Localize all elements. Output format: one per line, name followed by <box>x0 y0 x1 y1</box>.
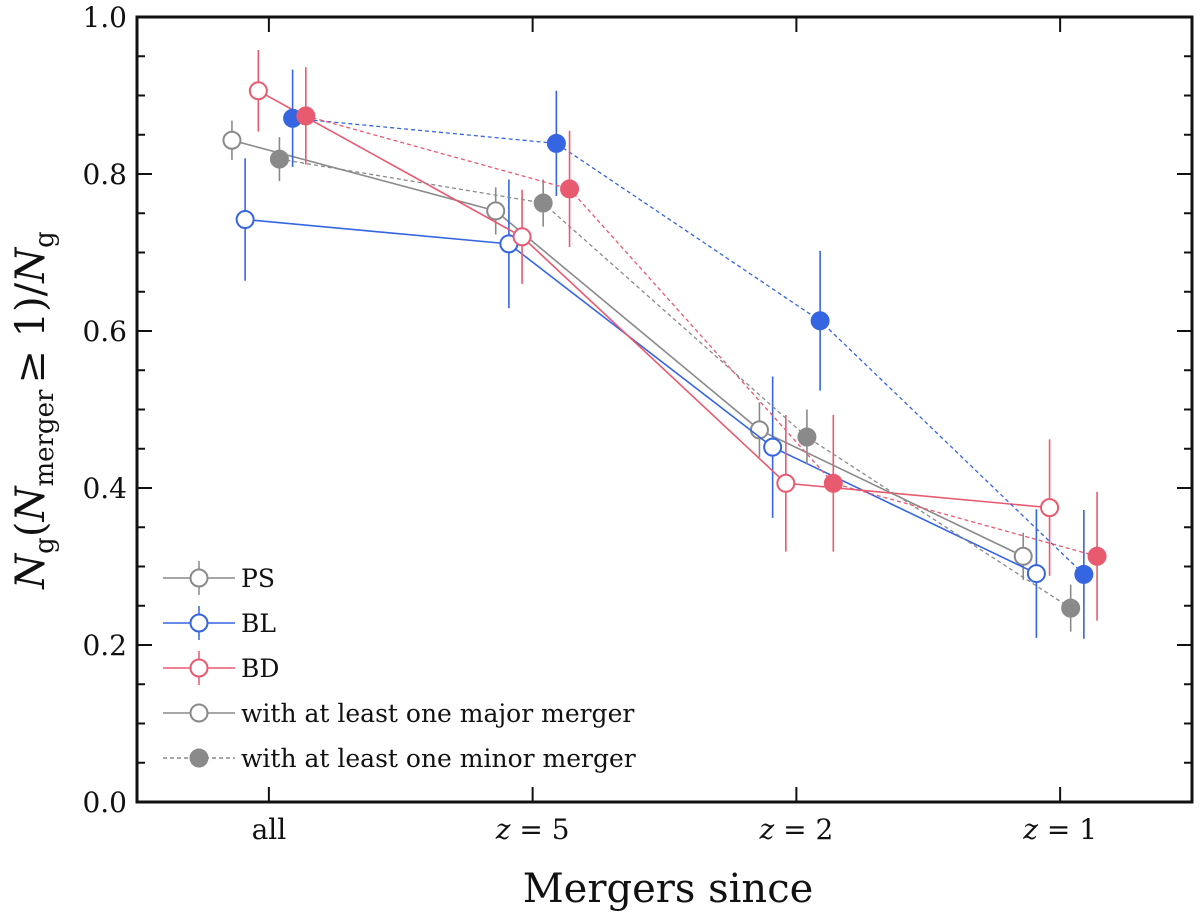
legend-label: BD <box>241 654 279 683</box>
x-tick-label: z = 2 <box>758 813 833 846</box>
legend-entry: with at least one major merger <box>163 699 634 728</box>
legend-label: with at least one minor merger <box>241 744 636 773</box>
y-tick-label: 0.0 <box>82 786 127 819</box>
legend-marker <box>189 658 209 678</box>
legend-marker <box>189 748 209 768</box>
y-label-lp: ( <box>8 522 54 538</box>
series-line <box>245 218 1037 575</box>
legend-entry: with at least one minor merger <box>163 744 636 773</box>
legend-label: PS <box>241 564 275 593</box>
data-point <box>1040 498 1060 518</box>
y-label-g2: g <box>30 231 60 248</box>
plot-frame <box>135 15 1194 804</box>
data-point <box>269 149 289 169</box>
data-point <box>1013 546 1033 566</box>
legend-entry: BD <box>163 651 279 685</box>
data-point <box>776 473 796 493</box>
y-tick-label: 0.6 <box>82 315 127 348</box>
data-point <box>1026 564 1046 584</box>
y-tick-label: 0.4 <box>82 472 127 505</box>
data-point <box>235 210 255 230</box>
data-point <box>1074 564 1094 584</box>
series-bl-major <box>235 158 1046 638</box>
series-line <box>279 158 1072 609</box>
data-point <box>222 130 242 150</box>
x-tick-var: z <box>758 813 774 846</box>
data-point <box>797 427 817 447</box>
series-line <box>257 90 1050 509</box>
x-tick-text: = 5 <box>510 813 569 846</box>
data-point <box>512 227 532 247</box>
data-point <box>296 106 316 126</box>
y-label-n2: N <box>8 485 54 523</box>
legend-marker <box>189 613 209 633</box>
x-tick-var: z <box>1022 813 1038 846</box>
y-label-merger: merger <box>30 389 60 487</box>
legend-marker <box>189 568 209 588</box>
y-axis: 0.0 0.2 0.4 0.6 0.8 1.0 <box>82 1 1192 819</box>
x-tick-text: = 2 <box>774 813 833 846</box>
x-tick-text: = 1 <box>1038 813 1097 846</box>
x-tick-label: z = 1 <box>1022 813 1097 846</box>
data-point <box>810 311 830 331</box>
data-point <box>248 81 268 101</box>
series-bl-minor <box>283 69 1094 639</box>
y-tick-label: 1.0 <box>82 1 127 34</box>
series-line <box>292 117 1085 575</box>
data-point <box>749 420 769 440</box>
x-axis-title: Mergers since <box>523 866 814 912</box>
y-tick-label: 0.2 <box>82 629 127 662</box>
x-tick-var: z <box>495 813 511 846</box>
x-tick-text: all <box>252 813 287 846</box>
legend-entry: BL <box>163 606 276 640</box>
y-label-n1: N <box>8 552 54 590</box>
y-axis-title: Ng(Nmerger≥ 1)/Ng <box>8 231 60 590</box>
data-point <box>763 437 783 457</box>
series-bd-minor <box>296 67 1107 621</box>
legend-label: BL <box>241 609 276 638</box>
data-point <box>823 473 843 493</box>
data-point <box>1087 546 1107 566</box>
y-label-g1: g <box>30 537 60 554</box>
y-tick-label: 0.8 <box>82 158 127 191</box>
x-tick-label: all <box>252 813 287 846</box>
data-point <box>546 133 566 153</box>
x-tick-label: z = 5 <box>495 813 570 846</box>
y-label-slash: / <box>8 282 54 296</box>
legend-entry: PS <box>163 561 275 595</box>
plot-border <box>135 15 1194 804</box>
y-label-cond: ≥ 1) <box>8 296 54 383</box>
legend-marker <box>189 703 209 723</box>
data-point <box>560 179 580 199</box>
legend: PS BL BD with at least one major merger with… <box>163 561 636 773</box>
series-layer <box>222 49 1107 639</box>
y-label-n3: N <box>8 246 54 284</box>
data-point <box>1061 598 1081 618</box>
data-point <box>486 201 506 221</box>
series-line <box>305 115 1098 557</box>
series-bd-major <box>248 49 1060 576</box>
legend-label: with at least one major merger <box>241 699 634 728</box>
series-ps-minor <box>269 137 1081 632</box>
series-ps-major <box>222 120 1033 580</box>
data-point <box>533 193 553 213</box>
